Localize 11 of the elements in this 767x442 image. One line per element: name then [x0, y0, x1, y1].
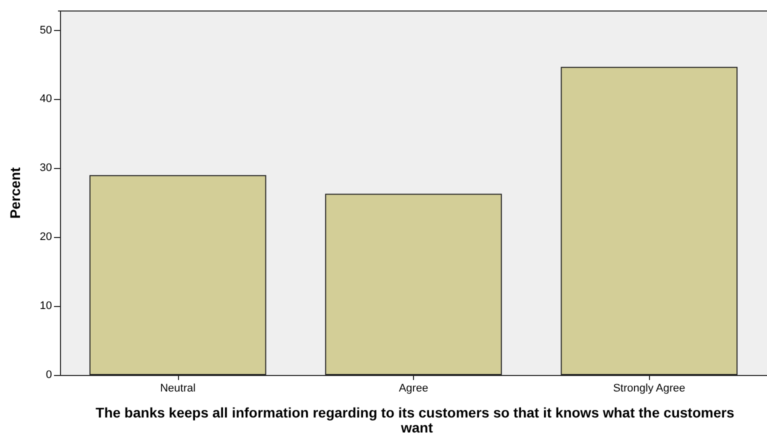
y-tick-label: 30	[40, 162, 52, 174]
x-axis-title: The banks keeps all information regarding to its customers so that it knows what the customers want	[96, 404, 735, 436]
y-tick-label: 50	[40, 24, 52, 36]
x-tick-label: Strongly Agree	[613, 382, 686, 394]
y-axis-title: Percent	[7, 166, 23, 219]
y-tick-label: 0	[46, 369, 52, 381]
x-tick-label: Neutral	[160, 382, 196, 394]
y-tick-label: 40	[40, 93, 52, 106]
y-tick-label: 10	[40, 300, 52, 312]
x-tick-label: Agree	[398, 382, 428, 394]
y-tick-label: 20	[40, 231, 52, 244]
